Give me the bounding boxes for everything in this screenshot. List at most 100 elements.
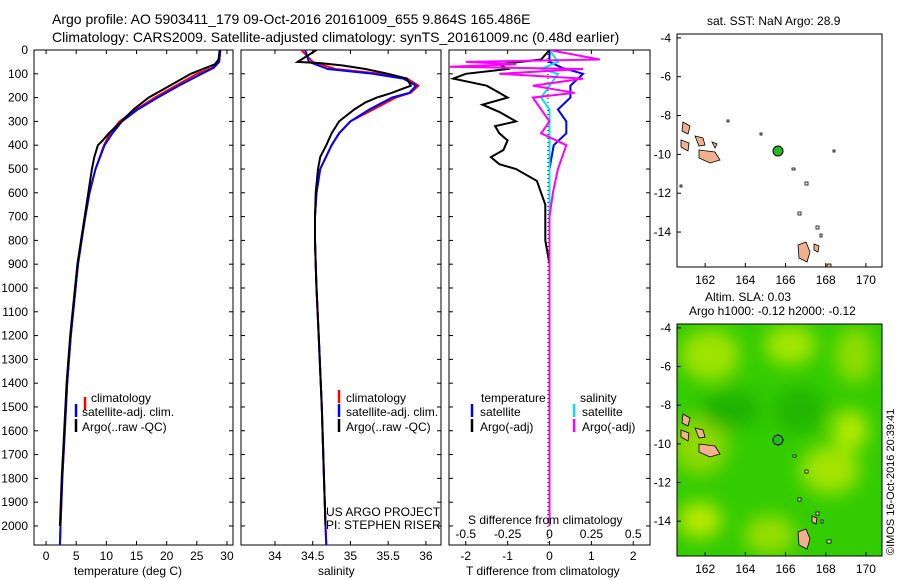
depth-tick-label: 1100 [2,305,28,319]
depth-tick-label: 2000 [1,519,28,533]
map-lat-tick: -6 [660,70,671,84]
legend-satellite-adj: satellite-adj. clim. [346,405,438,419]
temperature-axis: 0 5 10 15 20 25 30 [43,50,234,563]
map-lon-tick: 170 [856,562,876,576]
x-tick-label: 34.5 [301,549,325,563]
legend-argo: Argo(..raw -QC) [346,420,431,434]
chart-title-line-1: Argo profile: AO 5903411_179 09-Oct-2016… [52,11,531,27]
chart-title-line-2: Climatology: CARS2009. Satellite-adjuste… [52,29,620,45]
depth-tick-label: 300 [8,114,28,128]
x-tick-label: 0 [546,549,553,563]
temperature-series-1 [58,50,222,545]
legend-sal-satellite: satellite [582,405,623,419]
temperature-series-2 [58,50,221,527]
map-lat-tick: -4 [660,321,671,335]
map-lat-tick: -10 [654,437,672,451]
map-lon-tick: 162 [695,273,715,287]
legend-climatology: climatology [91,391,151,405]
depth-tick-label: 900 [8,257,28,271]
depth-tick-label: 1000 [1,281,28,295]
depth-tick-label: 1400 [1,376,28,390]
depth-tick-label: 1200 [1,329,28,343]
x2-tick-label: 0.25 [580,527,604,541]
depth-tick-label: 200 [8,91,28,105]
map-lat-tick: -8 [660,398,671,412]
x-tick-label: 30 [220,549,234,563]
t-difference-axis-label: T difference from climatology [466,564,620,578]
depth-tick-label: 1600 [1,424,28,438]
map-top-axes: 162 164 166 168 170 -4 -6 -8 -10 -12 -14 [654,31,877,287]
map-lon-tick: 164 [735,273,755,287]
x-tick-label: 20 [160,549,174,563]
map-lon-tick: 168 [816,273,836,287]
x-tick-label: 15 [130,549,144,563]
map-lat-tick: -4 [660,31,671,45]
x-tick-label: -2 [460,549,471,563]
x2-tick-label: -0.25 [494,527,522,541]
depth-tick-label: 500 [8,162,28,176]
x-tick-label: 1 [588,549,595,563]
x-tick-label: 5 [73,549,80,563]
difference-profiles [449,50,600,526]
x-tick-label: 25 [190,549,204,563]
temperature-legend: climatology satellite-adj. clim. Argo(..… [74,391,174,434]
map-bottom [676,323,883,557]
temperature-profiles [58,50,222,545]
map-lat-tick: -12 [654,476,672,490]
x-tick-label: 36 [419,549,433,563]
land [680,413,818,550]
credit-line-2: PI: STEPHEN RISER [326,518,441,532]
map-bottom-axes: 162 164 166 168 170 -4 -6 -8 -10 -12 -14 [654,321,877,576]
legend-climatology: climatology [346,391,406,405]
salinity-panel-frame [240,49,442,546]
map-top [676,33,883,268]
x-tick-label: 35.5 [376,549,400,563]
x-tick-label: 34 [268,549,282,563]
salinity-profiles [294,50,421,545]
float-marker-top [772,145,784,157]
difference-legend: temperature salinity satellite Argo(-adj… [470,391,635,434]
map-lon-tick: 166 [776,562,796,576]
credit-line-1: US ARGO PROJECT [326,505,441,519]
x-tick-label: 10 [100,549,114,563]
map-lon-tick: 162 [695,562,715,576]
salinity-series-0 [300,50,421,545]
depth-tick-label: 1700 [1,448,28,462]
map-bottom-title-2: Argo h1000: -0.12 h2000: -0.12 [689,304,856,318]
map-bottom-title-1: Altim. SLA: 0.03 [705,290,791,304]
depth-tick-label: 800 [8,233,28,247]
legend-temp-argo: Argo(-adj) [480,420,533,434]
legend-satellite-adj: satellite-adj. clim. [82,405,174,419]
depth-tick-label: 1900 [1,495,28,509]
x2-tick-label: 0.5 [625,527,642,541]
map-lon-tick: 166 [776,273,796,287]
depth-tick-label: 600 [8,186,28,200]
x-tick-label: -1 [502,549,513,563]
difference-series-1 [449,50,551,526]
depth-tick-label: 1500 [1,400,28,414]
land [680,121,832,268]
salinity-series-1 [304,50,418,545]
map-lat-tick: -12 [654,186,672,200]
legend-argo: Argo(..raw -QC) [82,420,167,434]
x-tick-label: 2 [630,549,637,563]
legend-temp-satellite: satellite [480,405,521,419]
map-lat-tick: -10 [654,147,672,161]
depth-tick-label: 1300 [1,352,28,366]
temperature-axis-label: temperature (deg C) [74,564,182,578]
map-lat-tick: -14 [654,225,672,239]
legend-sal-argo: Argo(-adj) [582,420,635,434]
salinity-legend: climatology satellite-adj. clim. Argo(..… [337,390,438,434]
map-lon-tick: 170 [856,273,876,287]
salinity-axis-label: salinity [318,564,355,578]
map-top-title: sat. SST: NaN Argo: 28.9 [707,14,841,28]
difference-series-3 [449,50,600,526]
map-lat-tick: -14 [654,514,672,528]
temperature-series-0 [58,50,222,545]
x2-tick-label: -0.5 [455,527,476,541]
difference-axis: -2 -1 0 1 2 -0.5 -0.25 0 0.25 0.5 [455,50,642,563]
salinity-series-2 [294,50,413,527]
x-tick-label: 0 [43,549,50,563]
difference-series-0 [548,50,585,526]
